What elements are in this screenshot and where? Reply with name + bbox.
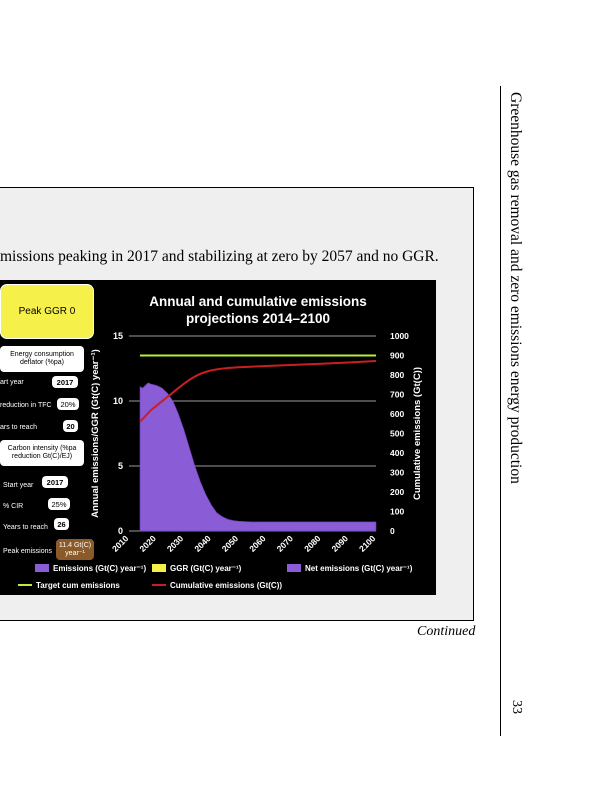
net-emissions-area [139,382,377,532]
x-tick-label: 2060 [247,533,268,554]
y2-tick-label: 700 [390,390,404,400]
years-to-reach-input-1[interactable]: 20 [63,420,78,432]
start-year-input-2[interactable]: 2017 [42,476,68,488]
y2-tick-label: 400 [390,448,404,458]
cumulative-emissions-line [139,359,377,423]
x-tick-label: 2020 [137,533,158,554]
legend-swatch [287,564,301,572]
legend-label: GGR (Gt(C) year⁻¹) [170,564,242,573]
y2-tick-label: 500 [390,429,404,439]
running-header: Greenhouse gas removal and zero emission… [507,92,524,484]
y-tick-label: 0 [118,526,123,536]
x-tick-label: 2040 [192,533,213,554]
y2-tick-label: 1000 [390,331,409,341]
x-tick-label: 2030 [165,533,186,554]
x-tick-label: 2050 [220,533,241,554]
emissions-chart: Annual and cumulative emissions projectio… [18,294,423,590]
legend-label: Target cum emissions [36,581,120,590]
x-tick-label: 2010 [110,533,131,554]
x-tick-label: 2070 [275,533,296,554]
years-to-reach-label-1: ars to reach [0,424,37,431]
carbon-intensity-label: Carbon intensity (%pa reduction Gt(C)/EJ… [0,440,84,466]
continued-note: Continued [417,624,476,639]
peak-emissions-value: 11.4 Gt(C) year⁻¹ [56,539,94,560]
legend-label: Emissions (Gt(C) year⁻¹) [53,564,146,573]
peak-ggr-button[interactable]: Peak GGR 0 [0,284,94,339]
x-tick-label: 2100 [357,533,378,554]
reduction-tfc-label: reduction in TFC [0,402,52,409]
figure-caption: missions peaking in 2017 and stabilizing… [0,248,439,265]
y2-tick-label: 600 [390,409,404,419]
legend-swatch [152,564,166,572]
x-tick-label: 2090 [330,533,351,554]
peak-emissions-label: Peak emissions [3,548,53,555]
x-tick-label: 2080 [302,533,323,554]
y-axis-label: Annual emissions/GGR (Gt(C) year⁻¹) [90,349,101,518]
y-tick-label: 5 [118,461,123,471]
cir-label: % CIR [3,503,24,510]
start-year-input-1[interactable]: 2017 [52,376,78,388]
years-to-reach-input-2[interactable]: 26 [54,518,69,530]
y2-tick-label: 800 [390,370,404,380]
y2-tick-label: 900 [390,351,404,361]
y2-tick-label: 200 [390,487,404,497]
legend-label: Net emissions (Gt(C) year⁻¹) [305,564,413,573]
years-to-reach-label-2: Years to reach [3,524,48,531]
y2-axis-label: Cumulative emissions (Gt(C)) [412,367,423,500]
y-tick-label: 15 [113,331,123,341]
chart-title: Annual and cumulative emissions projectio… [149,294,367,326]
reduction-tfc-input[interactable]: 20% [57,398,79,410]
header-rule [500,86,501,736]
y-tick-label: 10 [113,396,123,406]
legend-swatch [35,564,49,572]
legend-label: Cumulative emissions (Gt(C)) [170,581,282,590]
start-year-label-1: art year [0,379,24,386]
energy-deflator-label: Energy consumption deflator (%pa) [0,346,84,372]
page-number: 33 [509,700,524,714]
y2-tick-label: 0 [390,526,395,536]
cir-input[interactable]: 25% [48,498,70,510]
y2-tick-label: 100 [390,507,404,517]
y2-tick-label: 300 [390,468,404,478]
start-year-label-2: Start year [3,482,34,489]
